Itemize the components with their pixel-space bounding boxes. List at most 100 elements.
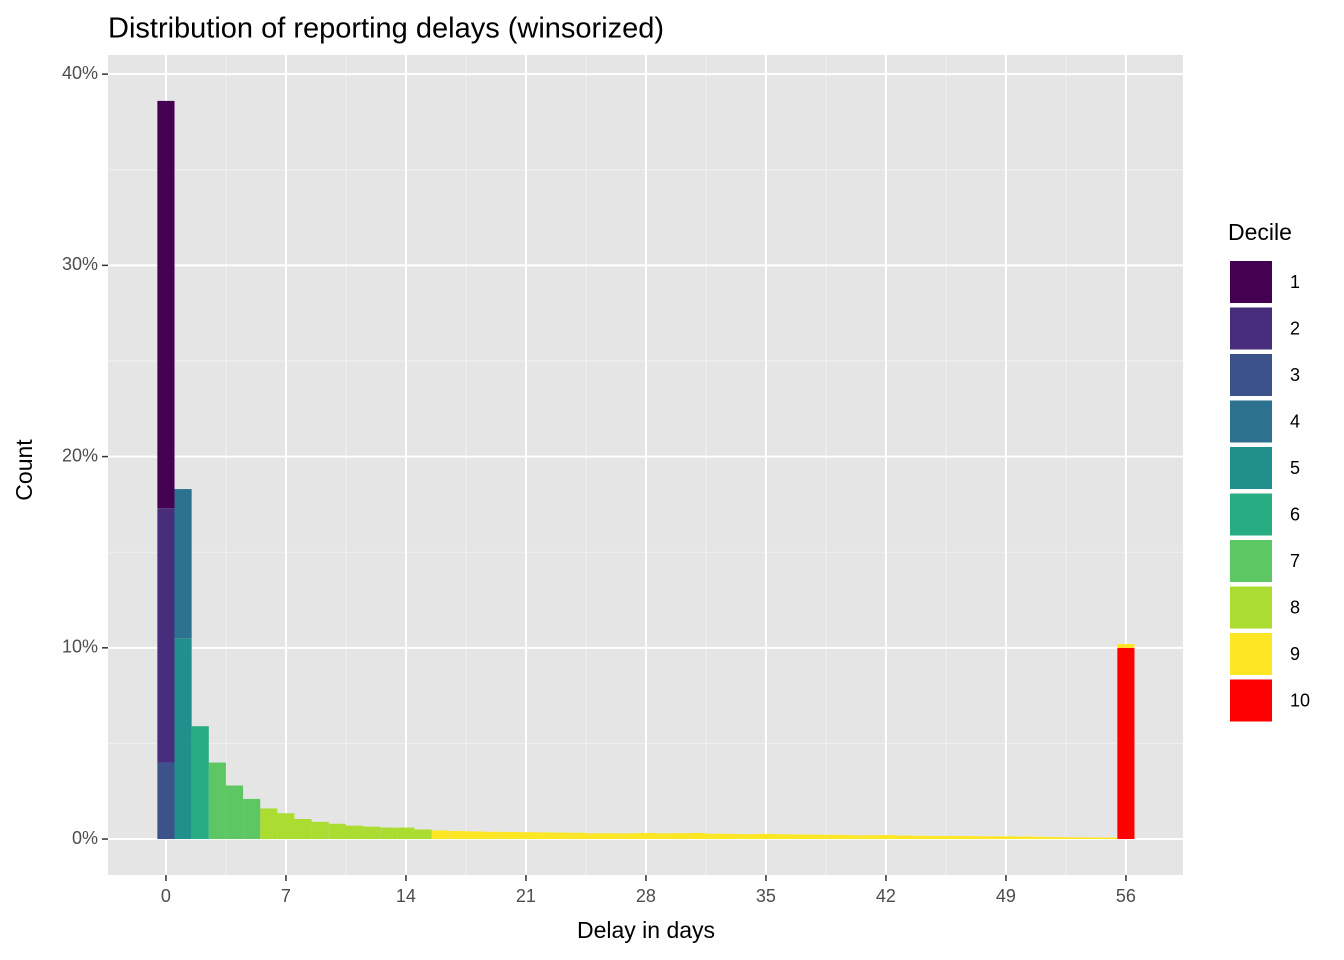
bar-segment [1014,836,1032,840]
legend-key [1228,259,1274,305]
bar-segment [1117,643,1135,648]
bar-segment [705,833,724,840]
bar-segment [191,726,209,840]
bar-segment [1031,836,1049,840]
legend-label: 9 [1290,644,1300,664]
bar-segment [397,827,415,840]
bar-segment [448,831,466,840]
bar-segment [534,832,552,840]
bar-segment [157,508,175,763]
bar-segment [483,831,501,840]
legend-key [1228,491,1274,538]
legend-label: 6 [1290,504,1300,524]
y-tick-label: 20% [62,445,98,465]
bar-segment [825,834,844,840]
bar-segment [723,833,741,840]
bar-segment [637,832,655,840]
bar-segment [877,835,895,840]
legend-key [1228,352,1274,398]
x-tick-label: 28 [636,886,656,906]
y-axis-label: Count [11,439,37,501]
bar-segment [345,825,364,840]
legend-label: 3 [1290,365,1300,385]
legend-key [1228,445,1274,491]
legend-key [1228,677,1274,724]
bar-segment [431,830,449,840]
bar-segment [157,762,175,840]
y-tick-label: 40% [62,63,98,83]
x-tick-label: 49 [996,886,1016,906]
bar-segment [208,762,226,840]
bar-segment [174,489,192,639]
x-tick-label: 42 [876,886,896,906]
bar-segment [260,808,278,840]
bar-segment [294,818,312,840]
legend-key [1228,398,1274,445]
bar-segment [585,833,604,840]
bar-segment [311,821,329,840]
bar-segment [225,785,244,840]
legend-key [1228,631,1274,677]
bar-segment [1117,647,1135,840]
bar-segment [928,835,946,840]
y-tick-label: 30% [62,254,98,274]
bar-segment [620,833,638,840]
bar-segment [414,829,432,840]
legend-key [1228,538,1274,584]
chart-title: Distribution of reporting delays (winsor… [108,13,664,45]
x-tick-label: 56 [1116,886,1136,906]
bar-segment [1065,837,1084,840]
legend-label: 4 [1290,411,1300,431]
bar-segment [551,832,569,840]
bar-segment [380,827,398,840]
legend-label: 5 [1290,458,1300,478]
y-tick-label: 10% [62,637,98,657]
bar-segment [791,834,809,840]
legend-label: 1 [1290,272,1300,292]
legend-key [1228,584,1274,631]
bar-segment [997,836,1015,840]
bar-segment [517,832,535,840]
legend-key [1228,305,1274,352]
bar-segment [843,835,861,840]
bar-segment [757,833,775,840]
x-tick-label: 14 [396,886,416,906]
legend-label: 10 [1290,690,1310,710]
bar-segment [894,835,912,840]
bar-segment [328,823,346,840]
x-tick-label: 7 [281,886,291,906]
bar-segment [243,798,261,840]
bar-segment [1083,837,1101,840]
bar-segment [740,834,758,840]
bar-segment [363,826,381,840]
bar-segment [157,100,175,509]
bar-segment [860,835,878,840]
bar-segment [945,835,964,840]
bar-segment [603,833,621,840]
bar-segment [911,835,929,840]
bar-segment [774,834,792,840]
bar-segment [980,836,998,840]
bar-segment [671,833,689,840]
bar-segment [808,834,826,840]
y-tick-label: 0% [72,828,98,848]
bar-segment [465,831,484,840]
bar-segment [1100,837,1118,840]
legend-label: 8 [1290,597,1300,617]
legend-title: Decile [1228,219,1292,245]
legend-label: 2 [1290,318,1300,338]
x-tick-label: 35 [756,886,776,906]
bar-segment [963,836,981,840]
bar-segment [688,832,706,840]
bar-segment [174,638,192,840]
bar-segment [500,831,518,840]
bar-segment [1048,837,1066,840]
bar-segment [654,833,672,840]
bar-segment [277,813,295,840]
bar-segment [568,832,586,840]
x-axis-label: Delay in days [577,917,715,943]
x-tick-label: 21 [516,886,536,906]
legend-label: 7 [1290,551,1300,571]
